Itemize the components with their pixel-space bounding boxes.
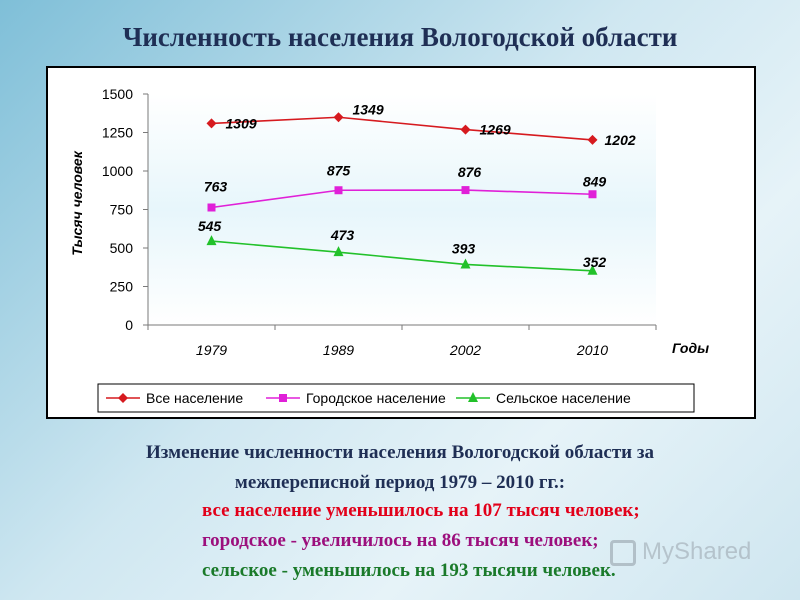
x-axis-title: Годы [672,340,709,356]
summary-heading-line1: Изменение численности населения Вологодс… [146,442,654,463]
data-label: 849 [583,173,607,189]
data-point [460,124,471,135]
y-tick-label: 250 [110,279,134,295]
series-line-3 [211,240,593,272]
data-label: 1202 [605,132,636,148]
data-label: 393 [452,240,476,256]
legend-label: Сельское население [496,390,631,406]
data-point [587,264,598,275]
legend-label: Все население [146,390,243,406]
chart-panel: 0 250 500 750 1000 1250 1500 1979 1989 2002 2010 Го… [46,66,756,419]
x-tick-label: 2002 [449,342,481,358]
legend-label: Городское население [306,390,446,406]
data-point [461,186,470,195]
legend-box [97,383,695,413]
summary-item-urban: городское - увеличилось на 86 тысяч чело… [202,530,599,551]
series-line-2 [211,189,593,209]
y-tick-label: 750 [110,202,134,218]
line-chart: 0 250 500 750 1000 1250 1500 1979 1989 2002 2010 Го… [69,86,709,413]
data-label: 473 [330,227,355,243]
y-tick-label: 1250 [102,125,133,141]
summary-item-rural: сельское - уменьшилось на 193 тысячи чел… [202,560,616,581]
data-label: 1349 [353,101,384,117]
data-label: 352 [583,254,607,270]
data-point [206,118,217,129]
data-point [333,246,344,257]
page-title: Численность населения Вологодской област… [122,22,678,52]
data-point [588,190,597,199]
data-point [460,258,471,269]
summary-heading-line2: межпереписной период 1979 – 2010 гг.: [234,472,566,493]
y-tick-label: 1000 [102,163,133,179]
data-label: 1269 [480,122,511,138]
data-point [334,186,343,195]
data-label: 875 [327,162,351,178]
legend-marker [468,392,478,402]
data-label: 763 [204,178,228,194]
x-tick-label: 1979 [196,342,227,358]
plot-area [148,94,656,325]
y-tick-label: 0 [125,317,133,333]
series-line-1 [211,116,593,141]
watermark: MyShared [610,536,790,576]
data-label: 1309 [226,115,257,131]
x-tick-label: 2010 [576,342,608,358]
y-tick-label: 500 [110,240,134,256]
data-point [587,134,598,145]
x-tick-label: 1989 [323,342,354,358]
legend-marker [279,394,287,402]
data-point [207,203,216,212]
summary-item-total: все население уменьшилось на 107 тысяч ч… [202,500,640,521]
presentation-icon [610,540,636,566]
watermark-text: MyShared [642,538,752,565]
data-point [333,112,344,123]
y-axis-title: Тысяч человек [69,150,85,255]
legend-marker [118,393,128,403]
data-point [206,235,217,246]
y-tick-label: 1500 [102,86,133,102]
data-label: 876 [458,164,482,180]
summary-block: Изменение численности населения Вологодс… [20,438,780,581]
data-label: 545 [198,218,222,234]
